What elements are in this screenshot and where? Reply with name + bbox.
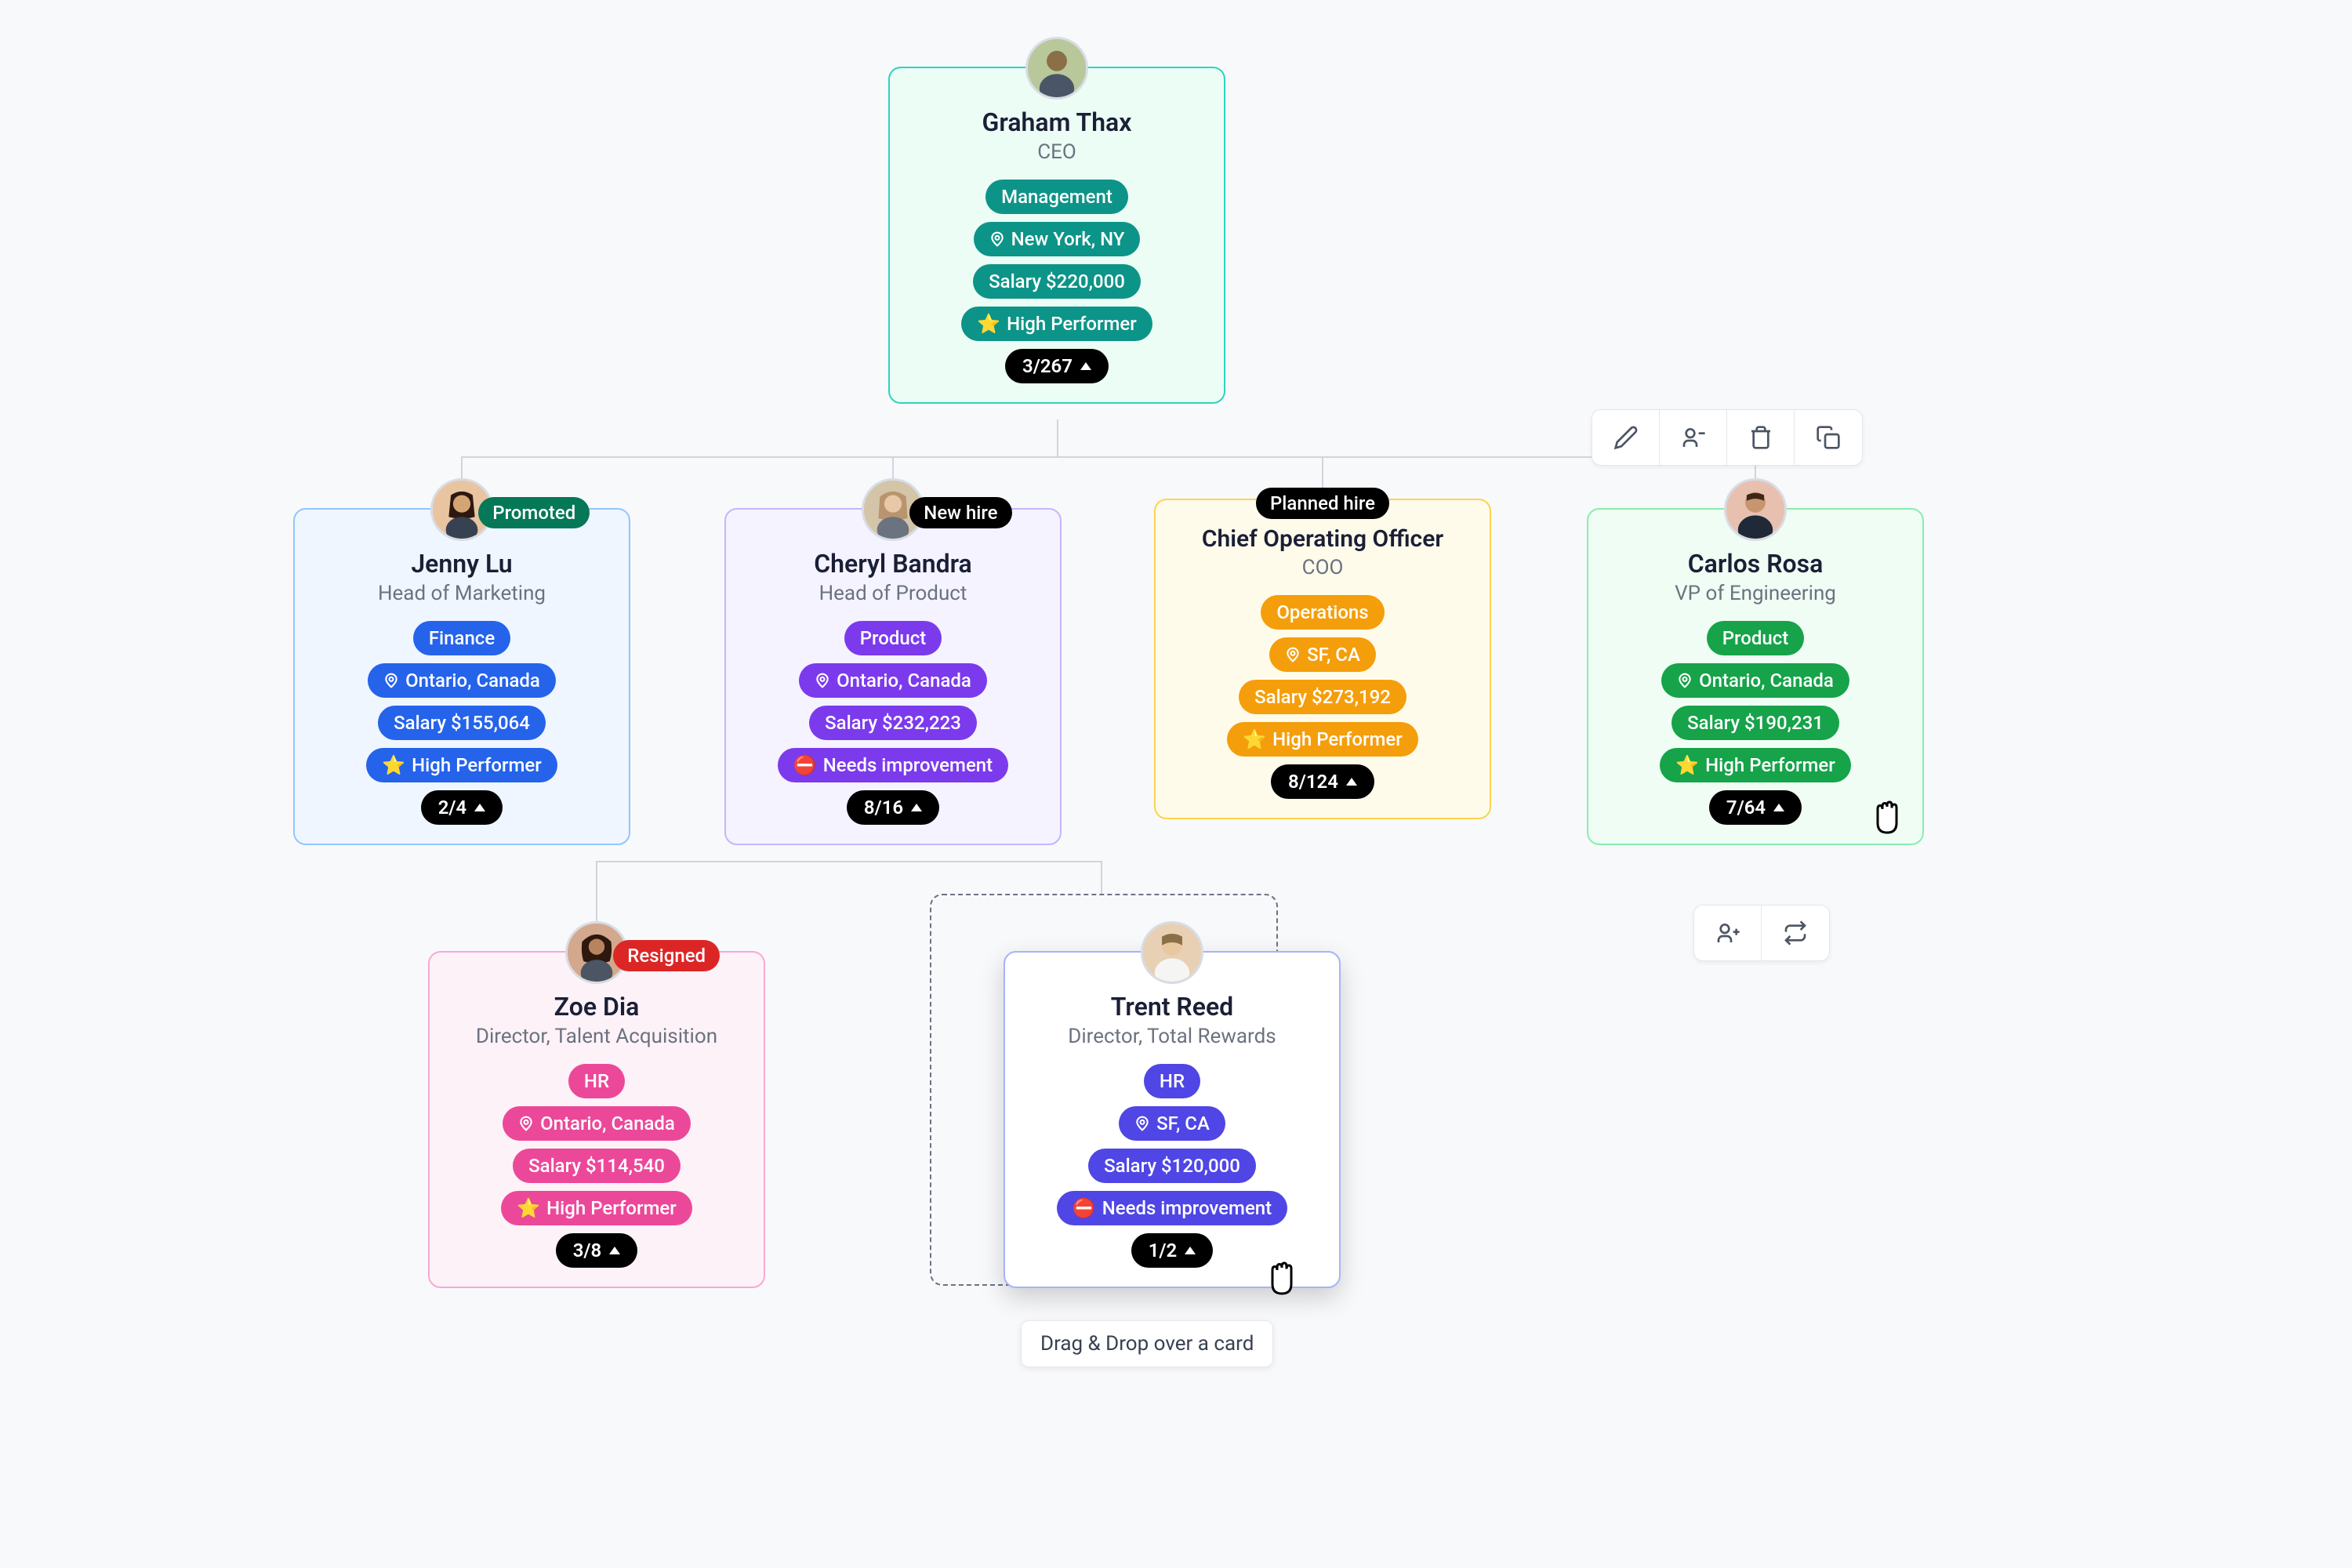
card-role: Director, Total Rewards [1021,1025,1323,1048]
card-name: Zoe Dia [445,992,748,1022]
card-name: Trent Reed [1021,992,1323,1022]
card-toolbar-top [1592,409,1863,466]
star-icon: ⭐ [1243,728,1266,750]
location-pill: New York, NY [974,222,1141,256]
pin-icon [989,231,1005,247]
drag-hint: Drag & Drop over a card [1021,1320,1273,1367]
pin-icon [815,673,830,688]
location-pill: Ontario, Canada [503,1106,691,1141]
card-role: VP of Engineering [1604,582,1907,605]
person-minus-icon [1681,425,1706,450]
salary-pill: Salary $190,231 [1671,706,1839,740]
avatar [1141,921,1203,984]
grab-cursor-icon [1261,1256,1308,1303]
avatar [1025,37,1088,100]
status-badge: Resigned [613,940,720,971]
stop-icon: ⛔ [793,754,817,776]
pin-icon [1285,647,1301,662]
salary-pill: Salary $273,192 [1239,680,1406,714]
salary-pill: Salary $155,064 [378,706,546,740]
card-name: Graham Thax [906,107,1208,137]
org-card-ceo[interactable]: Graham Thax CEO Management New York, NY … [888,67,1225,404]
perf-pill: ⭐High Performer [961,307,1152,341]
star-icon: ⭐ [382,754,405,776]
card-role: Head of Marketing [310,582,613,605]
salary-pill: Salary $220,000 [973,264,1141,299]
connector [461,456,1756,458]
connector [892,861,1102,862]
star-icon: ⭐ [1675,754,1699,776]
card-role: Head of Product [742,582,1044,605]
card-name: Jenny Lu [310,549,613,579]
star-icon: ⭐ [517,1197,540,1219]
status-badge: New hire [909,497,1011,528]
org-card-trent[interactable]: Trent Reed Director, Total Rewards HR SF… [1004,951,1341,1288]
dept-pill: Product [844,621,942,655]
card-role: COO [1171,556,1474,579]
card-role: Director, Talent Acquisition [445,1025,748,1048]
pin-icon [383,673,399,688]
swap-button[interactable] [1762,906,1829,960]
pencil-icon [1613,425,1639,450]
org-card-coo[interactable]: Planned hire Chief Operating Officer COO… [1154,499,1491,819]
org-card-jenny[interactable]: Promoted Jenny Lu Head of Marketing Fina… [293,508,630,845]
star-icon: ⭐ [977,313,1000,335]
report-counter[interactable]: 1/2 [1131,1233,1214,1268]
report-counter[interactable]: 3/267 [1005,349,1109,383]
perf-pill: ⭐High Performer [1227,722,1417,757]
card-name: Carlos Rosa [1604,549,1907,579]
report-counter[interactable]: 8/124 [1271,764,1374,799]
card-name: Chief Operating Officer [1171,525,1474,553]
report-counter[interactable]: 3/8 [556,1233,638,1268]
stop-icon: ⛔ [1073,1197,1096,1219]
delete-button[interactable] [1727,410,1795,465]
dept-pill: Operations [1261,595,1384,630]
perf-pill: ⭐High Performer [1660,748,1850,782]
connector [1057,419,1058,457]
copy-icon [1816,425,1841,450]
location-pill: Ontario, Canada [368,663,556,698]
edit-button[interactable] [1592,410,1660,465]
swap-icon [1783,920,1808,946]
location-pill: Ontario, Canada [799,663,987,698]
pin-icon [1134,1116,1150,1131]
salary-pill: Salary $120,000 [1088,1149,1256,1183]
perf-pill: ⭐High Performer [501,1191,691,1225]
copy-button[interactable] [1795,410,1862,465]
dept-pill: HR [1144,1064,1200,1098]
report-counter[interactable]: 8/16 [847,790,939,825]
perf-pill: ⛔Needs improvement [1057,1191,1287,1225]
dept-pill: Product [1707,621,1805,655]
status-badge: Promoted [478,497,590,528]
salary-pill: Salary $114,540 [513,1149,681,1183]
card-role: CEO [906,140,1208,164]
report-counter[interactable]: 7/64 [1709,790,1802,825]
location-pill: SF, CA [1269,637,1376,672]
add-person-button[interactable] [1694,906,1762,960]
remove-person-button[interactable] [1660,410,1727,465]
location-pill: SF, CA [1119,1106,1225,1141]
org-card-zoe[interactable]: Resigned Zoe Dia Director, Talent Acquis… [428,951,765,1288]
salary-pill: Salary $232,223 [809,706,977,740]
report-counter[interactable]: 2/4 [421,790,503,825]
dept-pill: Finance [413,621,510,655]
pin-icon [518,1116,534,1131]
connector [596,861,894,862]
card-name: Cheryl Bandra [742,549,1044,579]
grab-cursor-icon [1866,795,1913,842]
location-pill: Ontario, Canada [1661,663,1849,698]
person-plus-icon [1715,920,1740,946]
org-card-cheryl[interactable]: New hire Cheryl Bandra Head of Product P… [724,508,1062,845]
pin-icon [1677,673,1693,688]
perf-pill: ⭐High Performer [366,748,557,782]
connector [1101,861,1102,894]
dept-pill: HR [568,1064,625,1098]
avatar [1724,478,1787,541]
dept-pill: Management [985,180,1128,214]
status-badge: Planned hire [1256,488,1389,519]
perf-pill: ⛔Needs improvement [778,748,1008,782]
card-toolbar-bottom [1693,905,1830,961]
trash-icon [1748,425,1773,450]
